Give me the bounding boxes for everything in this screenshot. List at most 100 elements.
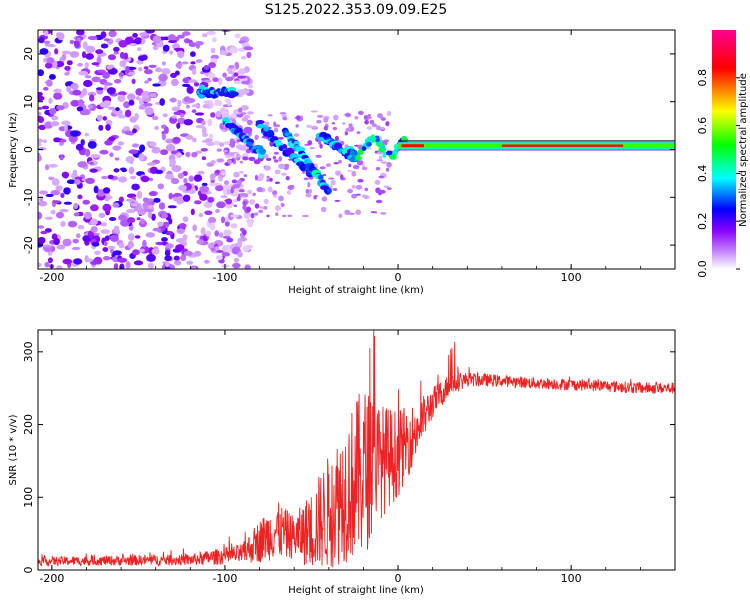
spectrogram-streak-mark xyxy=(389,154,397,160)
spectrogram-scatter xyxy=(272,155,276,160)
spectrogram-noise-blob xyxy=(202,132,208,138)
spectrogram-scatter xyxy=(301,214,309,218)
spectrogram-scatter xyxy=(351,193,358,199)
spectrogram-noise-blob xyxy=(100,31,107,39)
spectrogram-noise-blob xyxy=(96,114,103,121)
spectrogram-noise-blob xyxy=(154,125,160,131)
snr-panel: -200 -100 0 100 0 100 200 300 Height of straigh… xyxy=(8,329,676,596)
spectrogram-scatter xyxy=(357,178,364,183)
snr-ticks: -200 -100 0 100 0 100 200 300 xyxy=(22,330,676,585)
spectrogram-scatter xyxy=(374,211,378,214)
spectrogram-noise-blob xyxy=(104,197,110,202)
spectrogram-noise-blob xyxy=(90,204,99,212)
spectrogram-noise-blob xyxy=(118,214,127,221)
spectrogram-noise-blob xyxy=(84,148,91,157)
spectrogram-noise-blob xyxy=(219,107,226,114)
spectrogram-noise-blob xyxy=(160,149,169,156)
spectrogram-scatter xyxy=(238,170,244,174)
spectrogram-noise-blob xyxy=(177,172,184,179)
y-tick-label: 300 xyxy=(22,341,35,362)
spectrogram-noise-blob xyxy=(133,260,144,266)
spectrogram-scatter xyxy=(332,188,338,191)
spectrogram-noise-blob xyxy=(194,112,205,116)
spectrogram-noise-blob xyxy=(103,85,108,91)
spectrogram-scatter xyxy=(269,140,274,147)
y-tick-label: 200 xyxy=(22,414,35,435)
spectrogram-noise-blob xyxy=(61,120,71,126)
spectrogram-noise-blob xyxy=(165,261,170,268)
spectrogram-noise-blob xyxy=(66,60,73,66)
spectrogram-noise-blob xyxy=(90,154,101,158)
spectrogram-noise-blob xyxy=(82,41,88,50)
y-tick-label: 100 xyxy=(22,487,35,508)
spectrogram-noise-blob xyxy=(157,183,165,190)
spectrogram-scatter xyxy=(323,116,329,123)
spectrogram-noise-blob xyxy=(186,85,194,94)
spectrogram-scatter xyxy=(233,183,241,189)
spectrogram-noise-blob xyxy=(206,30,216,36)
spectrogram-noise-blob xyxy=(119,51,125,59)
y-tick-label: 0 xyxy=(22,146,35,153)
spectrogram-noise-blob xyxy=(182,77,191,84)
spectrogram-noise-blob xyxy=(108,30,117,38)
colorbar-label: Normalized spectral amplitude xyxy=(738,73,749,227)
spectrogram-noise-blob xyxy=(142,197,149,203)
spectrogram-scatter xyxy=(240,196,246,199)
spectrogram-noise-blob xyxy=(161,61,166,66)
spectrogram-noise-blob xyxy=(220,195,228,199)
spectrogram-noise-blob xyxy=(108,136,116,141)
spectrogram-noise-blob xyxy=(194,200,202,205)
spectrogram-noise-blob xyxy=(218,142,225,148)
x-tick-label: -100 xyxy=(212,572,237,585)
spectrogram-streak-mark xyxy=(354,155,363,161)
spectrogram-scatter xyxy=(273,124,281,128)
spectrogram-streak-mark xyxy=(370,134,376,141)
spectrogram-scatter xyxy=(254,203,260,209)
spectrogram-noise-blob xyxy=(134,112,139,121)
spectrogram-noise-blob xyxy=(177,117,186,125)
spectrogram-noise-blob xyxy=(247,221,254,228)
spectrogram-noise-blob xyxy=(165,173,174,180)
spectrogram-noise-blob xyxy=(176,228,185,235)
spectrogram-noise-blob xyxy=(117,91,127,96)
spectrogram-scatter xyxy=(376,125,381,131)
spectrogram-noise-blob xyxy=(125,198,135,202)
spectrogram-scatter xyxy=(319,166,326,170)
spectrogram-noise-blob xyxy=(42,139,47,143)
spectrogram-scatter xyxy=(250,212,255,219)
spectrogram-noise-blob xyxy=(165,144,176,152)
spectrogram-scatter xyxy=(351,184,356,189)
spectrogram-noise-blob xyxy=(155,67,162,73)
spectrogram-streak-mark xyxy=(295,146,306,152)
spectrogram-noise-blob xyxy=(176,122,181,129)
spectrogram-noise-blob xyxy=(195,125,205,129)
spectrogram-scatter xyxy=(316,119,322,124)
spectrogram-noise-blob xyxy=(75,143,84,151)
spectrogram-noise-blob xyxy=(87,91,97,97)
spectrogram-noise-blob xyxy=(215,110,222,118)
spectrogram-scatter xyxy=(278,163,286,170)
spectrogram-scatter xyxy=(377,113,383,119)
spectrogram-noise-blob xyxy=(207,118,213,127)
spectrogram-noise-blob xyxy=(198,213,204,218)
spectrogram-scatter xyxy=(279,112,287,115)
x-tick-label: 0 xyxy=(395,271,402,284)
spectrogram-noise-blob xyxy=(45,216,53,220)
spectrogram-noise-blob xyxy=(201,120,206,126)
spectrogram-noise-blob xyxy=(54,48,59,55)
spectrogram-noise-blob xyxy=(162,44,170,52)
spectrogram-noise-blob xyxy=(144,208,154,212)
spectrogram-scatter xyxy=(274,181,280,185)
spectrogram-noise-blob xyxy=(193,82,200,87)
spectrogram-scatter xyxy=(253,212,259,216)
spectrogram-noise-blob xyxy=(119,60,127,68)
spectrogram-noise-blob xyxy=(49,108,57,115)
spectrogram-scatter xyxy=(375,199,383,204)
spectrogram-scatter xyxy=(318,139,322,145)
spectrogram-noise-blob xyxy=(203,79,212,83)
spectrogram-noise-blob xyxy=(100,43,109,49)
spectrogram-noise-blob xyxy=(164,255,172,262)
spectrogram-noise-blob xyxy=(169,158,177,166)
spectrogram-noise-blob xyxy=(103,241,108,247)
spectrogram-noise-blob xyxy=(130,202,138,207)
